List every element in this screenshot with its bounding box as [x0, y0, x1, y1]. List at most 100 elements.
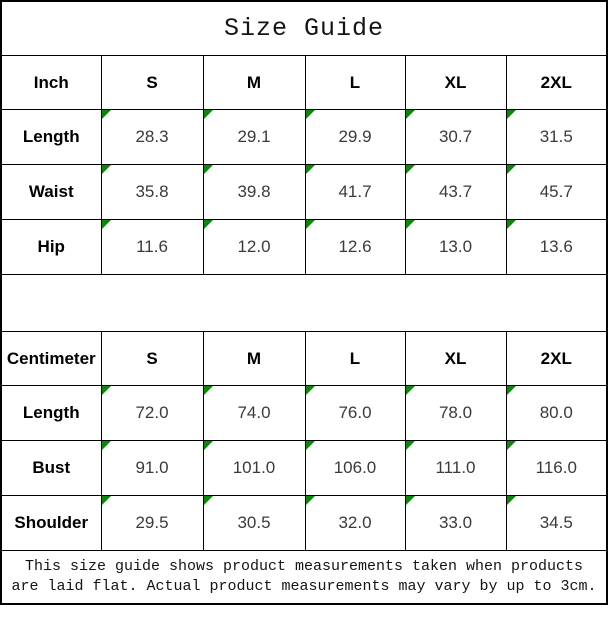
measurement-value-cell: 45.7 [505, 164, 608, 220]
measurement-value: 28.3 [135, 127, 169, 146]
table-row: Waist 35.8 39.8 41.7 43.7 45.7 [0, 164, 608, 220]
measurement-value-cell: 74.0 [202, 385, 306, 441]
measurement-value-cell: 43.7 [404, 164, 507, 220]
measurement-value-cell: 41.7 [304, 164, 406, 220]
measurement-value: 72.0 [135, 403, 169, 422]
cell-flag-triangle-icon [102, 110, 111, 119]
unit-header-cell-inch: Inch [0, 55, 102, 110]
measurement-value: 80.0 [539, 403, 573, 422]
size-header-cell-s: S [100, 55, 204, 110]
measurement-value: 39.8 [237, 182, 271, 201]
cell-flag-triangle-icon [306, 386, 315, 395]
cell-flag-triangle-icon [204, 165, 213, 174]
table-row: Length 72.0 74.0 76.0 78.0 80.0 [0, 385, 608, 441]
measurement-value-cell: 29.1 [202, 109, 306, 165]
title-row: Size Guide [0, 0, 608, 56]
table-row: Bust 91.0 101.0 106.0 111.0 116.0 [0, 440, 608, 496]
cell-flag-triangle-icon [102, 441, 111, 450]
measurement-value-cell: 80.0 [505, 385, 608, 441]
cell-flag-triangle-icon [507, 386, 516, 395]
measurement-value-cell: 29.9 [304, 109, 406, 165]
cell-flag-triangle-icon [306, 496, 315, 505]
measurement-value: 76.0 [338, 403, 372, 422]
measurement-value: 111.0 [435, 458, 476, 477]
measurement-value: 29.1 [237, 127, 271, 146]
measurement-value: 13.0 [438, 237, 473, 256]
cell-flag-triangle-icon [406, 386, 415, 395]
footnote-line-2: are laid flat. Actual product measuremen… [11, 578, 597, 595]
table-row: Length 28.3 29.1 29.9 30.7 31.5 [0, 109, 608, 165]
measure-label-cell: Length [0, 109, 102, 165]
measurement-value-cell: 13.0 [404, 219, 507, 275]
measurement-value-cell: 30.5 [202, 495, 306, 551]
measurement-value: 31.5 [539, 127, 573, 146]
measurement-value: 106.0 [333, 458, 377, 477]
measurement-value-cell: 111.0 [404, 440, 507, 496]
footnote-line-1: This size guide shows product measuremen… [24, 557, 584, 575]
measurement-value-cell: 12.6 [304, 219, 406, 275]
measure-label-cell: Hip [0, 219, 102, 275]
size-header-cell-xl: XL [404, 331, 507, 386]
size-header-cell-s: S [100, 331, 204, 386]
measurement-value-cell: 33.0 [404, 495, 507, 551]
measurement-value-cell: 91.0 [100, 440, 204, 496]
measurement-value: 41.7 [338, 182, 372, 201]
measurement-value: 30.7 [438, 127, 473, 146]
measurement-value-cell: 101.0 [202, 440, 306, 496]
size-header-cell-xl: XL [404, 55, 507, 110]
spacer-cell [0, 274, 608, 332]
measurement-value-cell: 78.0 [404, 385, 507, 441]
measurement-value: 33.0 [438, 513, 473, 532]
measurement-value-cell: 30.7 [404, 109, 507, 165]
measurement-value-cell: 28.3 [100, 109, 204, 165]
measurement-value: 74.0 [237, 403, 271, 422]
cell-flag-triangle-icon [406, 110, 415, 119]
measurement-value-cell: 116.0 [505, 440, 608, 496]
measurement-value: 29.5 [135, 513, 169, 532]
measurement-value-cell: 31.5 [505, 109, 608, 165]
measure-label-cell: Bust [0, 440, 102, 496]
page-title: Size Guide [0, 0, 608, 56]
measurement-value: 34.5 [539, 513, 573, 532]
spacer-row [0, 274, 608, 332]
measurement-value: 101.0 [232, 458, 276, 477]
measurement-value: 78.0 [438, 403, 473, 422]
measurement-value-cell: 12.0 [202, 219, 306, 275]
cell-flag-triangle-icon [507, 165, 516, 174]
measurement-value-cell: 39.8 [202, 164, 306, 220]
cell-flag-triangle-icon [204, 110, 213, 119]
cell-flag-triangle-icon [306, 220, 315, 229]
size-guide-table: Size Guide Inch S M L XL 2XL Length 28.3… [0, 0, 608, 605]
measurement-value: 35.8 [135, 182, 169, 201]
cell-flag-triangle-icon [102, 165, 111, 174]
cell-flag-triangle-icon [507, 110, 516, 119]
unit-header-cell-centimeter: Centimeter [0, 331, 102, 386]
cell-flag-triangle-icon [306, 441, 315, 450]
measurement-value: 12.0 [237, 237, 271, 256]
size-header-cell-l: L [304, 55, 406, 110]
measurement-value: 11.6 [136, 237, 168, 256]
measurement-value: 29.9 [338, 127, 372, 146]
footnote-row: This size guide shows product measuremen… [0, 550, 608, 605]
cell-flag-triangle-icon [204, 386, 213, 395]
measurement-value-cell: 34.5 [505, 495, 608, 551]
measurement-value: 32.0 [338, 513, 372, 532]
measurement-value: 45.7 [539, 182, 573, 201]
size-header-cell-m: M [202, 55, 306, 110]
cell-flag-triangle-icon [306, 165, 315, 174]
size-header-cell-m: M [202, 331, 306, 386]
cell-flag-triangle-icon [406, 220, 415, 229]
cell-flag-triangle-icon [204, 220, 213, 229]
measurement-value: 12.6 [338, 237, 372, 256]
size-header-cell-2xl: 2XL [505, 331, 608, 386]
cell-flag-triangle-icon [204, 441, 213, 450]
measurement-value-cell: 76.0 [304, 385, 406, 441]
measurement-value: 43.7 [438, 182, 473, 201]
size-header-cell-l: L [304, 331, 406, 386]
measurement-value: 13.6 [539, 237, 573, 256]
cell-flag-triangle-icon [507, 441, 516, 450]
measure-label-cell: Length [0, 385, 102, 441]
cell-flag-triangle-icon [406, 441, 415, 450]
measurement-value-cell: 13.6 [505, 219, 608, 275]
cell-flag-triangle-icon [102, 496, 111, 505]
